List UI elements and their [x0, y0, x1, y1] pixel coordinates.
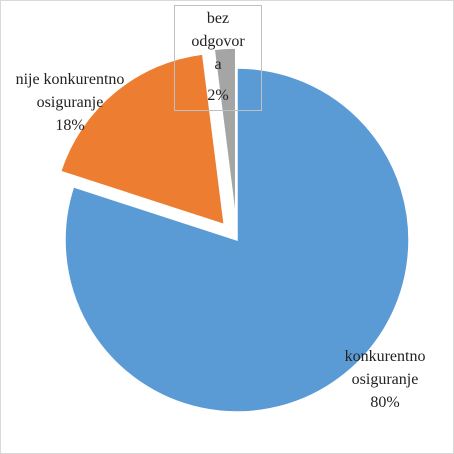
category-label: nije konkurentno osiguranje	[15, 71, 125, 111]
value-label: 18%	[55, 117, 85, 134]
data-label: bez odgovora 2%	[174, 5, 262, 111]
data-label: konkurentno osiguranje 80%	[322, 345, 448, 414]
pie-slice	[59, 53, 226, 226]
category-label: bez odgovora	[191, 10, 245, 73]
category-label: konkurentno osiguranje	[344, 348, 426, 388]
pie-slice	[64, 67, 410, 413]
value-label: 80%	[370, 394, 400, 411]
value-label: 2%	[207, 87, 229, 104]
data-label: nije konkurentno osiguranje 18%	[14, 68, 126, 137]
pie-slice	[213, 47, 237, 221]
